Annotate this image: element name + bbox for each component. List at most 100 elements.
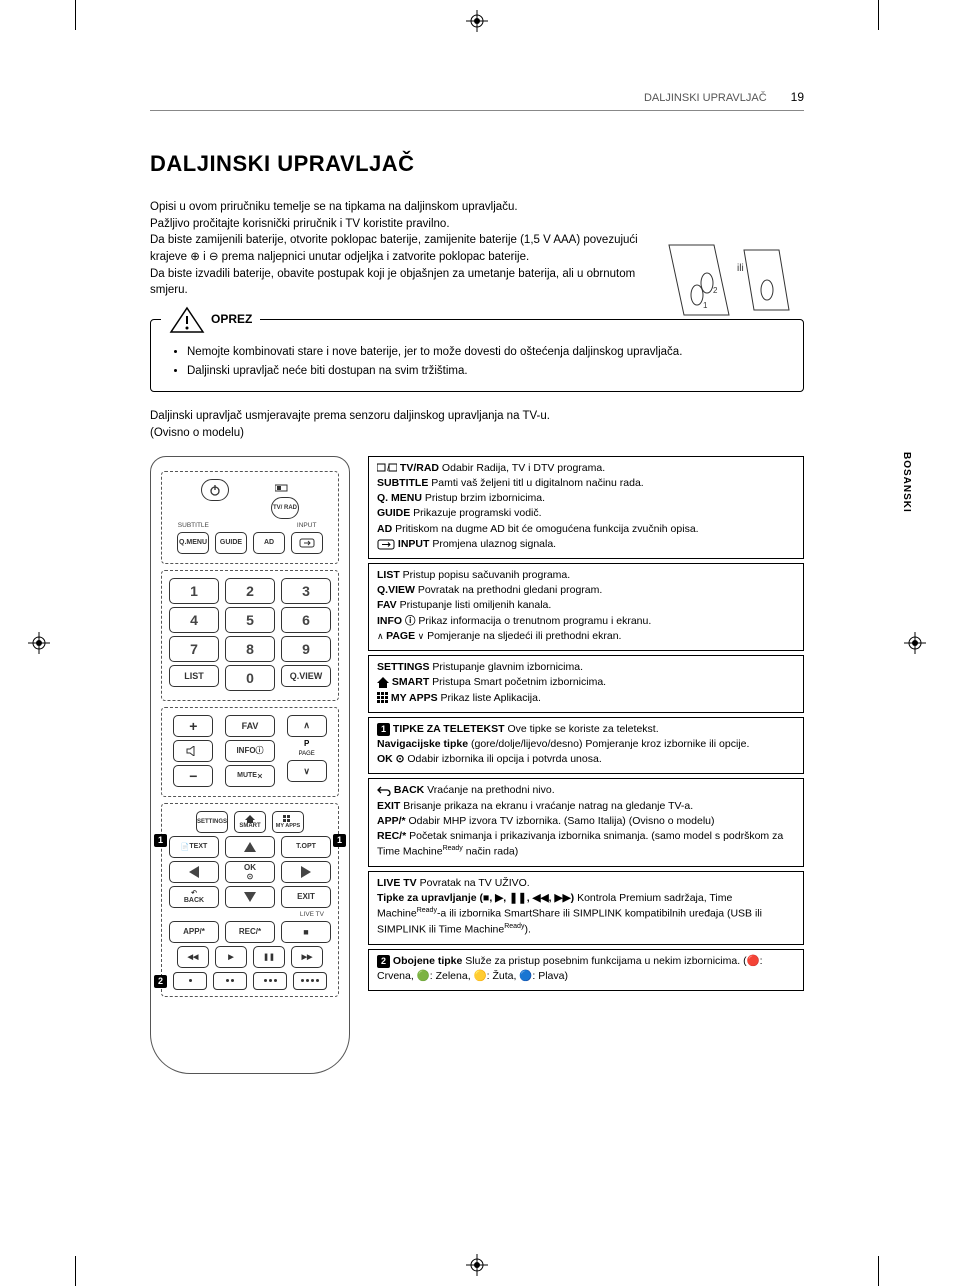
after-caution-text: Daljinski upravljač usmjeravajte prema s… [150,408,804,441]
nav-right-button [281,861,331,883]
livetv-label: LIVE TV [168,911,324,918]
caution-item: Nemojte kombinovati stare i nove baterij… [187,344,789,361]
desc-line: AD Pritiskom na dugme AD bit će omogućen… [377,522,795,537]
caution-box: OPREZ Nemojte kombinovati stare i nove b… [150,319,804,392]
desc-box: SETTINGS Pristupanje glavnim izbornicima… [368,655,804,713]
desc-box: LIST Pristup popisu sačuvanih programa.Q… [368,563,804,651]
desc-line: FAV Pristupanje listi omiljenih kanala. [377,598,795,613]
caution-item: Daljinski upravljač neće biti dostupan n… [187,363,789,380]
crop-mark [75,1256,76,1286]
desc-line: 1 TIPKE ZA TELETEKST Ove tipke se korist… [377,722,795,737]
desc-line: INPUT Promjena ulaznog signala. [377,537,795,552]
guide-button: GUIDE [215,532,247,554]
yellow-button [253,972,287,990]
tvrad-button: TV/ RAD [271,497,299,519]
header-section: DALJINSKI UPRAVLJAČ [644,92,767,104]
registration-mark-icon [904,632,926,654]
desc-line: BACK Vraćanje na prethodni nivo. [377,783,795,798]
warning-icon [169,306,205,334]
intro-line: Da biste izvadili baterije, obavite post… [150,266,650,299]
svg-text:2: 2 [713,286,718,295]
desc-line: GUIDE Prikazuje programski vodič. [377,506,795,521]
callout-1: 1 [154,834,167,847]
back-button: ↶BACK [169,886,219,908]
smart-button: SMART [234,811,266,833]
num-button: 7 [169,636,219,662]
desc-line: SMART Pristupa Smart početnim izbornicim… [377,675,795,690]
stop-button: ■ [281,921,331,943]
desc-line: INFO ⓘ Prikaz informacija o trenutnom pr… [377,614,795,629]
caution-label-text: OPREZ [211,311,252,328]
page-number: 19 [791,90,804,104]
desc-line: SUBTITLE Pamti vaš željeni titl u digita… [377,476,795,491]
volume-icon [186,746,200,756]
rewind-button: ◀◀ [177,946,209,968]
num-button: 9 [281,636,331,662]
vol-down-button: − [173,765,213,787]
desc-box: 2 Obojene tipke Služe za pristup posebni… [368,949,804,991]
rec-button: REC/* [225,921,275,943]
nav-down-button [225,886,275,908]
blue-button [293,972,327,990]
settings-button: SETTINGS [196,811,228,833]
desc-line: SETTINGS Pristupanje glavnim izbornicima… [377,660,795,675]
pause-button: ❚❚ [253,946,285,968]
desc-box: LIVE TV Povratak na TV UŽIVO.Tipke za up… [368,871,804,945]
vol-icon-button [173,740,213,762]
grid-icon [283,815,293,823]
svg-text:1: 1 [703,301,708,310]
desc-line: EXIT Brisanje prikaza na ekranu i vraćan… [377,799,795,814]
text-button: 📄TEXT [169,836,219,858]
desc-line: REC/* Početak snimanja i prikazivanja iz… [377,829,795,860]
num-button: 3 [281,578,331,604]
crop-mark [75,0,76,30]
list-button: LIST [169,665,219,687]
exit-button: EXIT [281,886,331,908]
forward-button: ▶▶ [291,946,323,968]
page-label: PPAGE [299,740,315,758]
language-tab: BOSANSKI [901,452,912,513]
page-header: DALJINSKI UPRAVLJAČ 19 [150,90,804,111]
page-up-button: ∧ [287,715,327,737]
fav-button: FAV [225,715,275,737]
registration-mark-icon [466,1254,488,1276]
num-button: 0 [225,665,275,691]
registration-mark-icon [466,10,488,32]
remote-control-figure: TV/ RAD SUBTITLE INPUT Q.MENU GUIDE AD 1… [150,456,350,1074]
desc-line: ∧ PAGE ∨ Pomjeranje na sljedeći ili pret… [377,629,795,644]
desc-line: LIVE TV Povratak na TV UŽIVO. [377,876,795,891]
description-column: / TV/RAD Odabir Radija, TV i DTV program… [368,456,804,996]
num-button: 5 [225,607,275,633]
callout-badge: 2 [377,955,390,968]
num-button: 1 [169,578,219,604]
desc-box: BACK Vraćanje na prethodni nivo.EXIT Bri… [368,778,804,867]
desc-line: APP/* Odabir MHP izvora TV izbornika. (S… [377,814,795,829]
crop-mark [878,1256,879,1286]
myapps-button: MY APPS [272,811,304,833]
intro-line: Da biste zamijenili baterije, otvorite p… [150,232,650,265]
vol-up-button: + [173,715,213,737]
desc-line: 2 Obojene tipke Služe za pristup posebni… [377,954,795,984]
intro-line: Opisi u ovom priručniku temelje se na ti… [150,199,650,216]
nav-up-button [225,836,275,858]
crop-mark [878,0,879,30]
desc-box: 1 TIPKE ZA TELETEKST Ove tipke se korist… [368,717,804,775]
nav-left-button [169,861,219,883]
desc-line: Tipke za upravljanje (■, ▶, ❚❚, ◀◀, ▶▶) … [377,891,795,938]
text-line: (Ovisno o modelu) [150,425,804,442]
desc-line: LIST Pristup popisu sačuvanih programa. [377,568,795,583]
ad-button: AD [253,532,285,554]
desc-line: MY APPS Prikaz liste Aplikacija. [377,691,795,706]
ok-button: OK⊙ [225,861,275,883]
desc-line: Navigacijske tipke (gore/dolje/lijevo/de… [377,737,795,752]
text-line: Daljinski upravljač usmjeravajte prema s… [150,408,804,425]
mute-button: MUTE ⨯ [225,765,275,787]
input-icon [299,538,315,548]
app-button: APP/* [169,921,219,943]
home-icon [245,815,255,823]
page-down-button: ∨ [287,760,327,782]
topt-button: T.OPT [281,836,331,858]
svg-text:ili: ili [737,263,744,274]
callout-badge: 1 [377,723,390,736]
subtitle-label: SUBTITLE [168,522,219,529]
